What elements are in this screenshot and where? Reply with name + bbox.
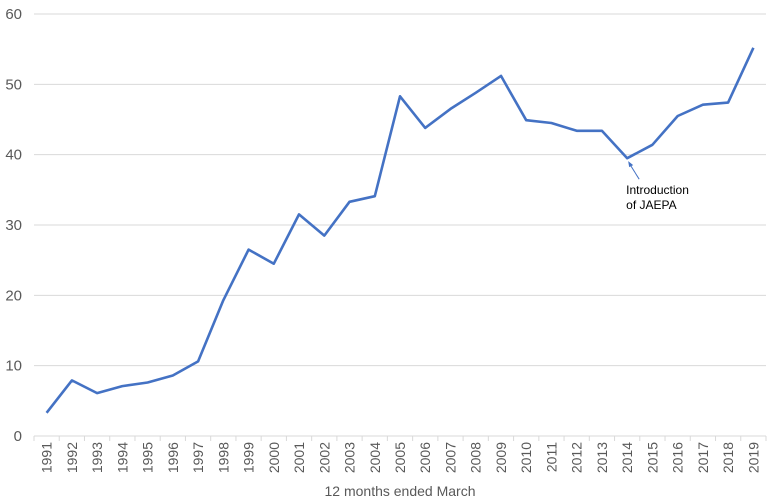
y-tick-label: 40	[5, 147, 22, 164]
series-layer	[45, 47, 755, 414]
gridlines	[34, 13, 766, 367]
x-tick-label: 2006	[417, 442, 433, 473]
x-tick-label: 2008	[468, 442, 484, 473]
x-tick-label: 2003	[342, 442, 358, 473]
x-tick-label: 2016	[670, 442, 686, 473]
annotation-arrowhead	[628, 161, 634, 168]
y-tick-label: 50	[5, 76, 22, 93]
x-axis-label: 12 months ended March	[325, 483, 476, 499]
x-tick-label: 2013	[594, 442, 610, 473]
y-tick-label: 20	[5, 287, 22, 304]
x-tick-label: 2001	[291, 442, 307, 473]
x-tick-label: 2010	[518, 442, 534, 473]
y-tick-label: 10	[5, 358, 22, 375]
x-tick-label: 2011	[543, 442, 559, 472]
y-tick-label: 30	[5, 217, 22, 234]
x-tick-label: 2018	[720, 442, 736, 473]
x-tick-label: 1995	[140, 442, 156, 473]
x-tick-label: 1994	[114, 442, 130, 473]
x-tick-label: 2000	[266, 442, 282, 473]
y-tick-label: 0	[14, 428, 22, 445]
annotation-text: of JAEPA	[626, 198, 676, 212]
x-tick-label: 1999	[241, 442, 257, 473]
x-tick-label: 2004	[367, 442, 383, 473]
x-tick-label: 2002	[316, 442, 332, 473]
x-tick-label: 2009	[493, 442, 509, 473]
x-tick-label: 2015	[644, 442, 660, 473]
x-axis-ticks: 1991 1992 1993 1994 1995 1996 1997 1998 1999 2000…	[33, 436, 767, 473]
x-tick-label: 2005	[392, 442, 408, 473]
x-tick-label: 2017	[695, 442, 711, 473]
x-tick-label: 1992	[64, 442, 80, 473]
x-tick-label: 2007	[442, 442, 458, 473]
y-axis-ticks: 0 10 20 30 40 50 60	[5, 6, 22, 445]
x-tick-label: 1997	[190, 442, 206, 473]
x-tick-label: 2012	[569, 442, 585, 473]
x-tick-label: 1998	[215, 442, 231, 473]
series-line	[45, 47, 755, 414]
y-tick-label: 60	[5, 6, 22, 23]
x-tick-label: 1996	[165, 442, 181, 473]
annotation-text: Introduction	[626, 183, 689, 197]
x-tick-label: 1993	[89, 442, 105, 473]
x-tick-label: 2014	[619, 442, 635, 473]
x-tick-label: 2019	[745, 442, 761, 473]
x-tick-label: 1991	[39, 442, 55, 473]
